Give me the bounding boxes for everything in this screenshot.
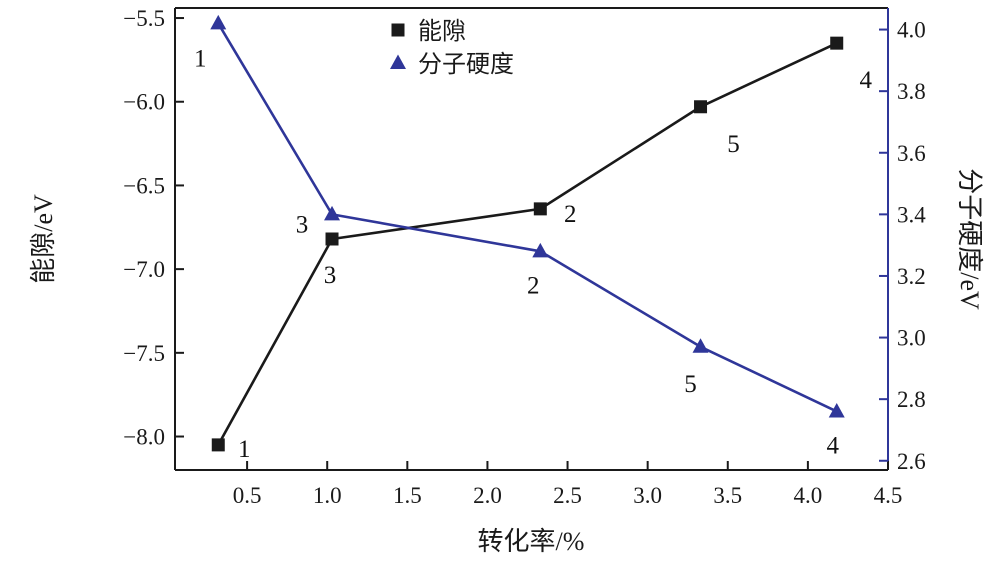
square-marker [830,36,844,50]
x-tick-label: 2.5 [553,483,582,508]
right-y-tick-label: 3.6 [897,141,926,166]
point-label-energy-gap: 4 [859,67,872,94]
point-label-energy-gap: 3 [324,262,337,289]
left-y-axis: −5.5 −6.0 −6.5 −7.0 −7.5 −8.0 [123,6,184,450]
series-line-energy-gap [216,41,839,447]
square-marker [694,100,708,114]
point-label-molecular-hardness: 1 [194,45,207,72]
right-y-tick-label: 3.2 [897,264,926,289]
square-marker [533,202,547,216]
right-y-axis: 2.6 2.8 3.0 3.2 3.4 3.6 3.8 4.0 [879,18,926,474]
x-axis: 0.5 1.0 1.5 2.0 2.5 3.0 3.5 4.0 4.5 [233,461,903,508]
right-y-tick-label: 3.0 [897,326,926,351]
x-tick-label: 0.5 [233,483,262,508]
triangle-marker [532,242,549,258]
x-tick-label: 4.0 [794,483,823,508]
left-y-tick-label: −8.0 [123,425,165,450]
point-label-molecular-hardness: 4 [826,432,839,459]
legend-label: 能隙 [418,18,466,45]
legend-square-marker [391,23,405,37]
plot-frame [174,7,889,471]
point-label-molecular-hardness: 2 [527,272,540,299]
right-y-tick-label: 2.8 [897,387,926,412]
x-tick-label: 4.5 [874,483,903,508]
legend-triangle-marker [390,54,406,69]
triangle-marker [324,205,341,221]
right-y-tick-label: 3.4 [897,202,926,227]
chart-render-root: 0.5 1.0 1.5 2.0 2.5 3.0 3.5 4.0 4.5−5.5−6.0−6.5−… [123,6,926,508]
x-axis-title: 转化率/% [478,527,585,556]
series-energy-gap: 1 3 2 5 4 [211,36,872,463]
left-y-tick-label: −7.0 [123,257,165,282]
right-y-tick-label: 3.8 [897,79,926,104]
right-y-axis-title: 分子硬度/eV [955,168,984,310]
left-y-tick-label: −6.0 [123,90,165,115]
left-y-tick-label: −6.5 [123,173,165,198]
square-marker [211,438,225,452]
legend-label: 分子硬度 [418,51,514,78]
left-y-tick-label: −5.5 [123,6,165,31]
x-tick-label: 3.0 [633,483,662,508]
point-label-energy-gap: 1 [238,436,251,463]
point-label-energy-gap: 5 [727,131,740,158]
right-y-tick-label: 4.0 [897,18,926,43]
point-label-energy-gap: 2 [564,201,577,228]
left-y-tick-label: −7.5 [123,341,165,366]
series-molecular-hardness: 1 3 2 5 4 [194,14,845,459]
x-tick-label: 3.5 [713,483,742,508]
triangle-marker [210,14,227,30]
series-line-molecular-hardness [216,22,839,413]
point-label-molecular-hardness: 3 [296,211,309,238]
triangle-marker [828,402,845,418]
x-tick-label: 1.0 [313,483,342,508]
x-tick-label: 2.0 [473,483,502,508]
point-label-molecular-hardness: 5 [684,371,697,398]
left-y-axis-title: 能隙/eV [29,194,58,284]
triangle-marker [692,338,709,353]
right-y-tick-label: 2.6 [897,449,926,474]
x-tick-label: 1.5 [393,483,422,508]
square-marker [325,232,339,246]
